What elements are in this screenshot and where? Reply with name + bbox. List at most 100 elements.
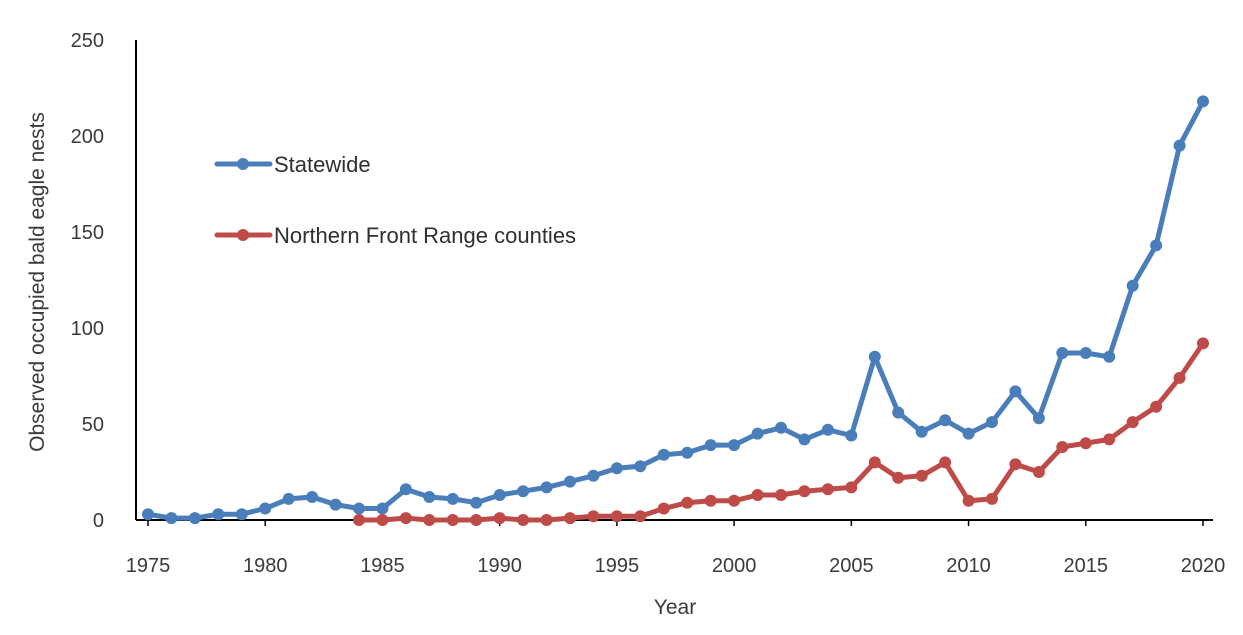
legend-marker-statewide <box>237 158 249 170</box>
x-tick-label: 2015 <box>1064 555 1109 577</box>
data-point-northern-front-range-counties <box>892 471 905 484</box>
data-point-northern-front-range-counties <box>962 494 975 507</box>
x-tick-label: 1990 <box>477 555 522 577</box>
data-point-statewide <box>259 502 272 515</box>
data-point-statewide <box>751 427 764 440</box>
data-point-northern-front-range-counties <box>470 514 483 526</box>
legend-marker-northern-front-range <box>237 229 249 241</box>
data-point-statewide <box>1032 412 1045 425</box>
series-line-statewide <box>145 98 1206 521</box>
plot-area: 0 50 100 150 200 250 1975 1980 1985 1990 1995 2000… <box>71 30 1226 577</box>
data-point-northern-front-range-counties <box>423 514 436 526</box>
data-point-statewide <box>329 498 342 511</box>
data-point-statewide <box>681 446 694 459</box>
data-point-northern-front-range-counties <box>868 456 881 469</box>
data-point-northern-front-range-counties <box>634 510 647 523</box>
data-point-northern-front-range-counties <box>540 514 553 526</box>
data-point-northern-front-range-counties <box>775 489 787 501</box>
y-axis-ticks: 0 50 100 150 200 250 <box>71 30 104 532</box>
data-point-northern-front-range-counties <box>986 492 998 505</box>
x-tick-label: 1980 <box>243 555 288 577</box>
data-point-statewide <box>188 512 201 525</box>
data-point-statewide <box>142 508 154 521</box>
data-point-statewide <box>657 448 670 461</box>
data-point-statewide <box>775 421 787 434</box>
data-point-statewide <box>470 496 483 509</box>
x-tick-label: 1975 <box>126 555 171 577</box>
data-point-statewide <box>1009 385 1022 398</box>
data-point-statewide <box>986 416 998 429</box>
data-point-northern-front-range-counties <box>915 469 928 482</box>
x-tick-label: 2005 <box>829 555 874 577</box>
data-point-northern-front-range-counties <box>446 514 459 526</box>
data-point-northern-front-range-counties <box>939 456 952 469</box>
legend-item-statewide: Statewide <box>214 152 371 177</box>
data-point-statewide <box>939 414 952 427</box>
data-point-statewide <box>376 502 389 515</box>
data-point-statewide <box>962 427 975 440</box>
data-point-northern-front-range-counties <box>1126 416 1139 429</box>
data-point-statewide <box>1173 139 1186 152</box>
data-point-statewide <box>610 462 623 475</box>
data-point-statewide <box>235 508 248 521</box>
data-point-statewide <box>1150 239 1163 252</box>
legend-label-statewide: Statewide <box>274 152 371 177</box>
data-point-northern-front-range-counties <box>399 512 412 525</box>
data-point-northern-front-range-counties <box>1103 433 1116 446</box>
data-point-statewide <box>798 433 811 446</box>
data-point-northern-front-range-counties <box>493 512 506 525</box>
data-point-northern-front-range-counties <box>1150 400 1163 413</box>
series-northern-front-range-counties <box>353 337 1209 526</box>
data-point-statewide <box>634 460 647 473</box>
data-point-northern-front-range-counties <box>751 489 764 501</box>
data-point-northern-front-range-counties <box>376 514 389 526</box>
x-tick-label: 1995 <box>595 555 640 577</box>
data-point-northern-front-range-counties <box>1173 371 1186 384</box>
data-point-statewide <box>306 491 319 503</box>
y-axis-title: Observed occupied bald eagle nests <box>26 112 49 452</box>
data-point-statewide <box>423 491 436 503</box>
data-point-northern-front-range-counties <box>517 514 530 526</box>
data-point-statewide <box>1103 350 1116 363</box>
data-point-statewide <box>446 492 459 505</box>
data-point-northern-front-range-counties <box>353 514 365 526</box>
data-point-statewide <box>564 475 576 488</box>
data-point-statewide <box>165 512 178 525</box>
data-point-northern-front-range-counties <box>821 483 834 496</box>
data-point-northern-front-range-counties <box>1009 458 1022 471</box>
y-tick-label: 200 <box>71 126 104 148</box>
data-point-northern-front-range-counties <box>564 512 576 525</box>
data-point-statewide <box>868 350 881 363</box>
data-point-northern-front-range-counties <box>587 510 600 523</box>
data-point-northern-front-range-counties <box>1056 441 1069 453</box>
data-point-statewide <box>493 489 506 501</box>
y-tick-label: 50 <box>82 414 104 436</box>
data-point-statewide <box>1197 95 1209 108</box>
y-tick-label: 0 <box>93 510 104 532</box>
x-tick-label: 1985 <box>360 555 405 577</box>
data-point-statewide <box>212 508 225 521</box>
data-point-statewide <box>845 429 858 442</box>
legend-item-northern-front-range: Northern Front Range counties <box>214 223 576 248</box>
data-point-northern-front-range-counties <box>845 481 858 494</box>
x-tick-label: 2000 <box>712 555 757 577</box>
data-point-northern-front-range-counties <box>798 485 811 498</box>
data-point-statewide <box>587 469 600 482</box>
data-point-statewide <box>517 485 530 498</box>
data-point-statewide <box>892 406 905 419</box>
data-point-statewide <box>728 439 741 452</box>
x-tick-label: 2010 <box>946 555 991 577</box>
x-axis-ticks: 1975 1980 1985 1990 1995 2000 2005 2010 2015 2020 <box>126 520 1226 577</box>
series-layer <box>142 95 1209 526</box>
x-axis-title: Year <box>654 596 696 619</box>
data-point-statewide <box>1126 279 1139 292</box>
x-tick-label: 2020 <box>1181 555 1226 577</box>
data-point-northern-front-range-counties <box>1079 437 1092 450</box>
data-point-statewide <box>399 483 412 496</box>
data-point-statewide <box>821 423 834 436</box>
y-tick-label: 100 <box>71 318 104 340</box>
y-tick-label: 250 <box>71 30 104 52</box>
data-point-statewide <box>353 502 365 515</box>
data-point-northern-front-range-counties <box>1197 337 1209 350</box>
